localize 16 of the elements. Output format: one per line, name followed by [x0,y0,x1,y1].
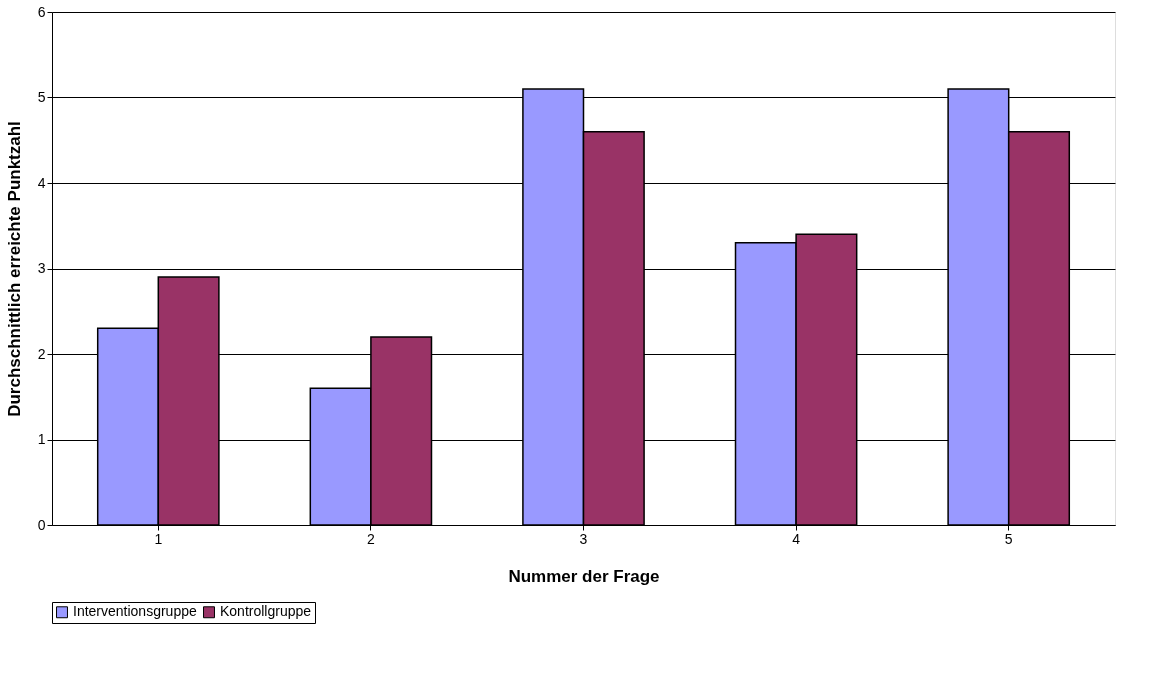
x-tick-label: 5 [1004,530,1013,547]
x-tick-label: 2 [367,530,375,547]
y-tick-label: 1 [37,431,46,447]
y-tick-label: 0 [37,516,46,533]
y-tick-label: 2 [37,345,46,362]
y-tick-label: 5 [37,89,46,105]
x-axis-title: Nummer der Frage [508,566,660,586]
y-tick-label: 6 [37,3,46,20]
x-tick-label: 1 [154,530,163,547]
legend-label: Interventionsgruppe [73,603,197,620]
y-tick-label: 3 [37,260,46,276]
legend-label: Kontrollgruppe [220,603,312,620]
y-tick-label: 4 [37,174,46,191]
x-tick-label: 4 [792,530,801,547]
y-axis-title: Durchschnittlich erreichte Punktzahl [4,121,24,417]
x-tick-label: 3 [579,530,588,547]
